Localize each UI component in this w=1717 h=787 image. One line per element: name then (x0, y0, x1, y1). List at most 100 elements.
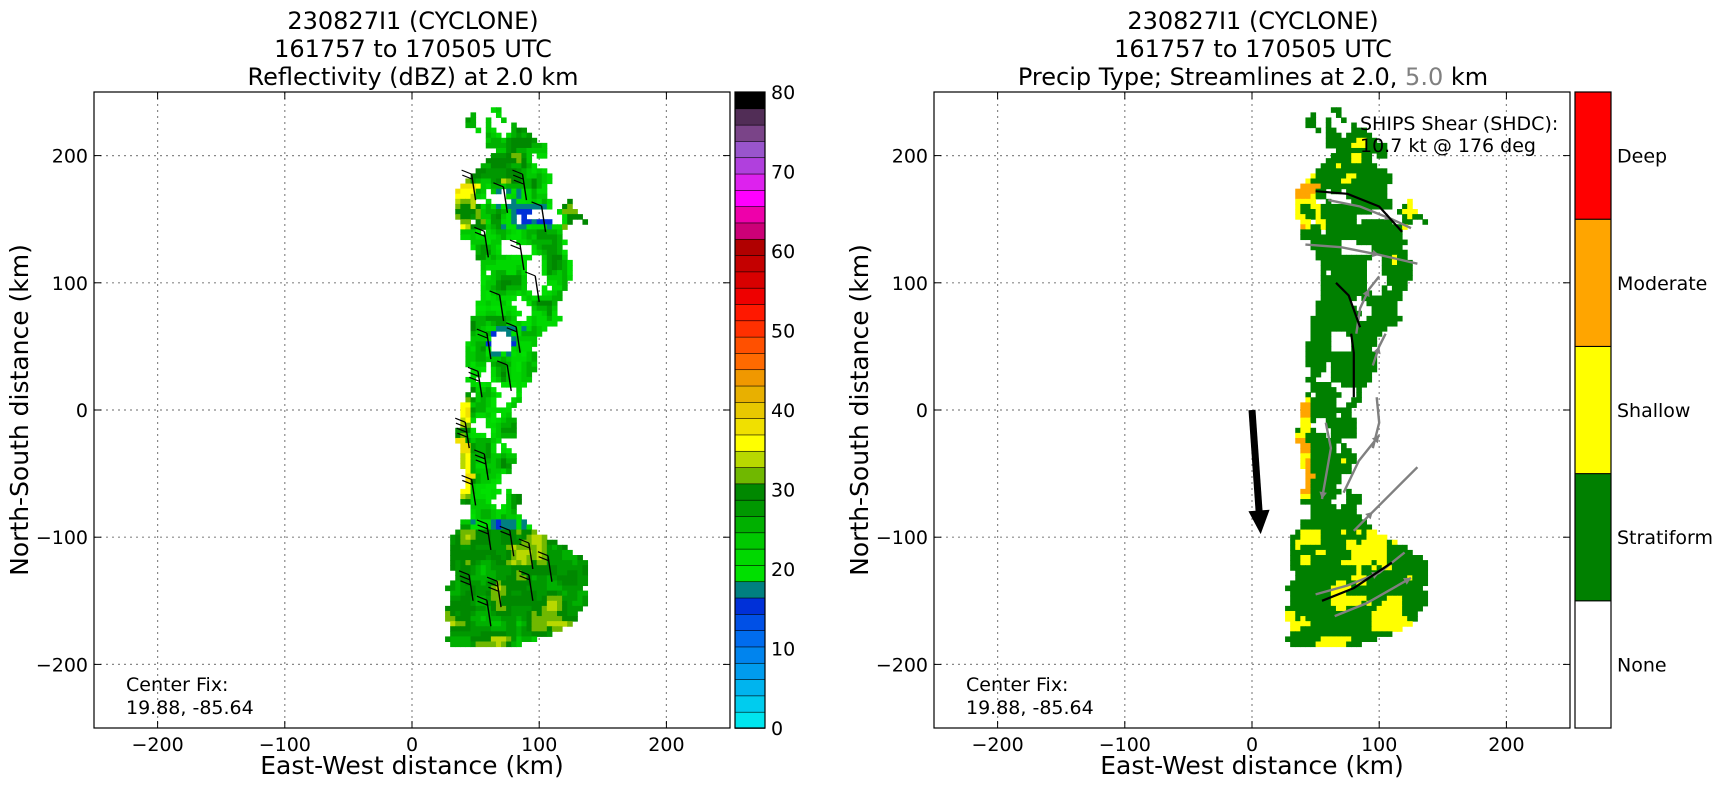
precip-cell (1397, 270, 1403, 276)
reflectivity-cell (521, 158, 527, 164)
precip-cell (1386, 544, 1393, 551)
precip-cell (1366, 320, 1373, 327)
reflectivity-cell (460, 641, 466, 648)
reflectivity-cell (501, 514, 507, 520)
precip-cell (1300, 443, 1306, 449)
reflectivity-cell (562, 575, 568, 581)
reflectivity-cell (465, 560, 472, 566)
reflectivity-cell (541, 544, 548, 551)
reflectivity-cell (475, 616, 482, 622)
colorbar-swatch (734, 91, 766, 110)
precip-cell (1320, 209, 1327, 215)
reflectivity-cell (506, 158, 512, 164)
precip-cell (1305, 193, 1312, 200)
reflectivity-cell (490, 331, 497, 337)
reflectivity-cell (501, 595, 507, 602)
precip-cell (1376, 621, 1383, 627)
reflectivity-cell (506, 163, 512, 169)
colorbar-swatch (734, 303, 766, 322)
precip-cell (1366, 621, 1373, 627)
precip-cell (1351, 610, 1357, 617)
reflectivity-cell (506, 285, 512, 291)
precip-cell (1386, 590, 1393, 597)
precip-cell (1315, 483, 1322, 490)
reflectivity-cell (460, 448, 466, 454)
precip-cell (1335, 310, 1342, 317)
reflectivity-cell (495, 158, 502, 164)
reflectivity-cell (526, 361, 533, 368)
precip-cell (1305, 549, 1312, 556)
reflectivity-cell (485, 407, 492, 414)
reflectivity-cell (516, 153, 522, 159)
precip-cell (1335, 209, 1342, 215)
precip-cell (1315, 214, 1322, 220)
reflectivity-cell (506, 219, 512, 225)
reflectivity-cell (526, 595, 533, 602)
precip-cell (1356, 514, 1362, 520)
reflectivity-cell (480, 493, 487, 500)
precip-cell (1335, 570, 1342, 576)
reflectivity-cell (450, 636, 456, 643)
precip-colorbar-label: Moderate (1617, 273, 1707, 295)
precip-cell (1330, 631, 1337, 637)
reflectivity-cell (450, 631, 456, 637)
reflectivity-cell (506, 142, 512, 149)
reflectivity-cell (506, 621, 512, 627)
precip-cell (1346, 427, 1352, 434)
precip-cell (1366, 570, 1373, 576)
reflectivity-cell (506, 290, 512, 297)
precip-cell (1320, 346, 1327, 352)
reflectivity-cell (475, 234, 482, 241)
reflectivity-cell (562, 610, 568, 617)
reflectivity-cell (516, 575, 522, 581)
precip-cell (1341, 565, 1347, 571)
precip-cell (1361, 331, 1367, 337)
reflectivity-cell (490, 183, 497, 190)
reflectivity-cell (465, 178, 472, 185)
precip-cell (1361, 524, 1367, 531)
reflectivity-cell (490, 137, 497, 144)
reflectivity-cell (506, 214, 512, 220)
precip-cell (1376, 153, 1383, 159)
left-wind-barbs (455, 169, 553, 627)
reflectivity-cell (511, 580, 517, 587)
reflectivity-cell (485, 305, 492, 312)
precip-cell (1310, 493, 1317, 500)
reflectivity-cell (526, 356, 533, 363)
reflectivity-cell (501, 209, 507, 215)
precip-cell (1330, 209, 1337, 215)
reflectivity-cell (536, 610, 543, 617)
precip-cell (1376, 305, 1383, 312)
reflectivity-cell (506, 402, 512, 408)
precip-cell (1407, 585, 1413, 592)
precip-cell (1361, 605, 1367, 612)
precip-cell (1295, 575, 1301, 581)
reflectivity-cell (506, 412, 512, 419)
reflectivity-cell (501, 570, 507, 576)
precip-cell (1371, 336, 1378, 342)
reflectivity-cell (516, 600, 522, 607)
reflectivity-cell (511, 188, 517, 195)
reflectivity-cell (506, 509, 512, 515)
precip-cell (1325, 422, 1332, 429)
precip-cell (1305, 356, 1312, 363)
reflectivity-cell (490, 473, 497, 480)
reflectivity-cell (516, 264, 522, 271)
reflectivity-cell (541, 249, 548, 256)
precip-cell (1341, 219, 1347, 225)
reflectivity-cell (531, 239, 538, 246)
reflectivity-cell (501, 605, 507, 612)
reflectivity-cell (450, 626, 456, 632)
colorbar-swatch (734, 156, 766, 175)
reflectivity-cell (495, 244, 502, 251)
reflectivity-cell (480, 285, 487, 291)
precip-cell (1305, 417, 1312, 424)
wind-barb-flag (459, 575, 470, 581)
reflectivity-cell (490, 616, 497, 622)
reflectivity-cell (490, 493, 497, 500)
precip-cell (1361, 224, 1367, 230)
reflectivity-cell (541, 229, 548, 235)
precip-cell (1305, 580, 1312, 587)
precip-cell (1310, 448, 1317, 454)
precip-cell (1320, 387, 1327, 393)
